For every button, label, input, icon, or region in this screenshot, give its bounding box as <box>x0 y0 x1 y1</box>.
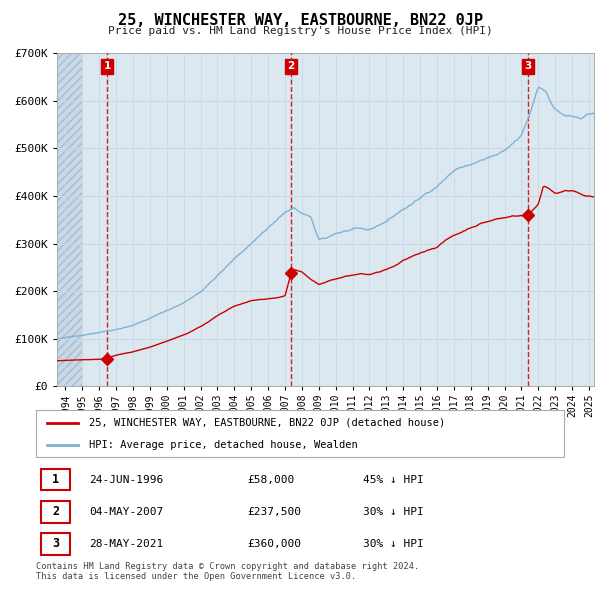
Text: 24-JUN-1996: 24-JUN-1996 <box>89 475 163 484</box>
FancyBboxPatch shape <box>41 501 70 523</box>
Text: 45% ↓ HPI: 45% ↓ HPI <box>364 475 424 484</box>
Text: 3: 3 <box>52 537 59 550</box>
FancyBboxPatch shape <box>41 469 70 490</box>
Text: 1: 1 <box>52 473 59 486</box>
Text: HPI: Average price, detached house, Wealden: HPI: Average price, detached house, Weal… <box>89 440 358 450</box>
Text: 2: 2 <box>287 61 295 71</box>
Text: 04-MAY-2007: 04-MAY-2007 <box>89 507 163 517</box>
Text: 30% ↓ HPI: 30% ↓ HPI <box>364 539 424 549</box>
Text: Contains HM Land Registry data © Crown copyright and database right 2024.
This d: Contains HM Land Registry data © Crown c… <box>36 562 419 581</box>
Text: Price paid vs. HM Land Registry's House Price Index (HPI): Price paid vs. HM Land Registry's House … <box>107 26 493 36</box>
FancyBboxPatch shape <box>41 533 70 555</box>
Text: 30% ↓ HPI: 30% ↓ HPI <box>364 507 424 517</box>
Text: £58,000: £58,000 <box>247 475 295 484</box>
Text: 3: 3 <box>524 61 532 71</box>
Text: 25, WINCHESTER WAY, EASTBOURNE, BN22 0JP: 25, WINCHESTER WAY, EASTBOURNE, BN22 0JP <box>118 13 482 28</box>
Text: 28-MAY-2021: 28-MAY-2021 <box>89 539 163 549</box>
FancyBboxPatch shape <box>36 410 564 457</box>
Text: £237,500: £237,500 <box>247 507 301 517</box>
Text: £360,000: £360,000 <box>247 539 301 549</box>
Text: 2: 2 <box>52 505 59 518</box>
Text: 25, WINCHESTER WAY, EASTBOURNE, BN22 0JP (detached house): 25, WINCHESTER WAY, EASTBOURNE, BN22 0JP… <box>89 418 445 428</box>
Bar <box>57 53 82 386</box>
Text: 1: 1 <box>104 61 111 71</box>
